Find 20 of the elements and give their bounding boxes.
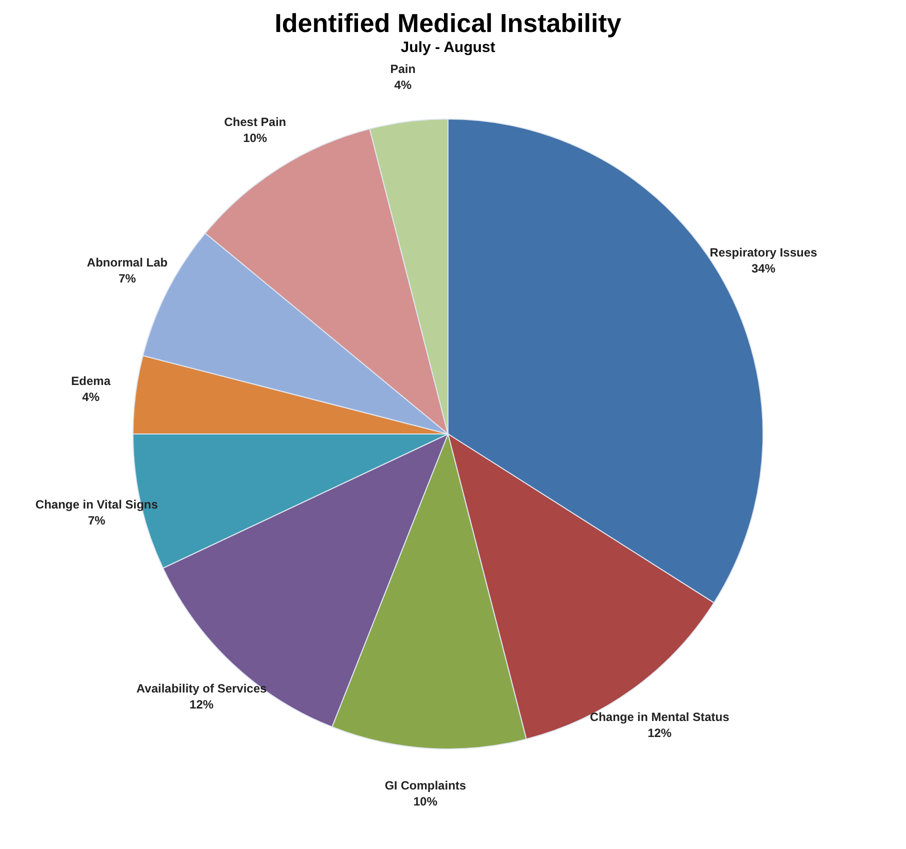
chart-title: Identified Medical Instability	[274, 8, 622, 38]
data-label: 7%	[118, 272, 136, 286]
data-label: 7%	[88, 514, 106, 528]
data-label: 10%	[243, 131, 268, 146]
slice-label: GI Complaints	[384, 778, 466, 792]
slice-label: Pain	[390, 62, 416, 76]
slice-label: Abnormal Lab	[86, 256, 168, 270]
data-label: 34%	[751, 262, 776, 276]
data-label: 12%	[190, 697, 214, 712]
slice-label: Availability of Services	[136, 681, 268, 696]
data-label: 12%	[648, 726, 672, 740]
slice-label: Change in Mental Status	[590, 710, 730, 724]
slice-label: Change in Vital Signs	[35, 498, 158, 512]
data-label: 4%	[82, 390, 100, 404]
slice-label: Edema	[71, 374, 111, 388]
slice-label: Respiratory Issues	[710, 246, 818, 260]
slice-label: Chest Pain	[224, 115, 286, 130]
data-label: 10%	[413, 794, 438, 808]
data-label: 4%	[394, 78, 412, 92]
chart-subtitle: July - August	[400, 38, 496, 56]
